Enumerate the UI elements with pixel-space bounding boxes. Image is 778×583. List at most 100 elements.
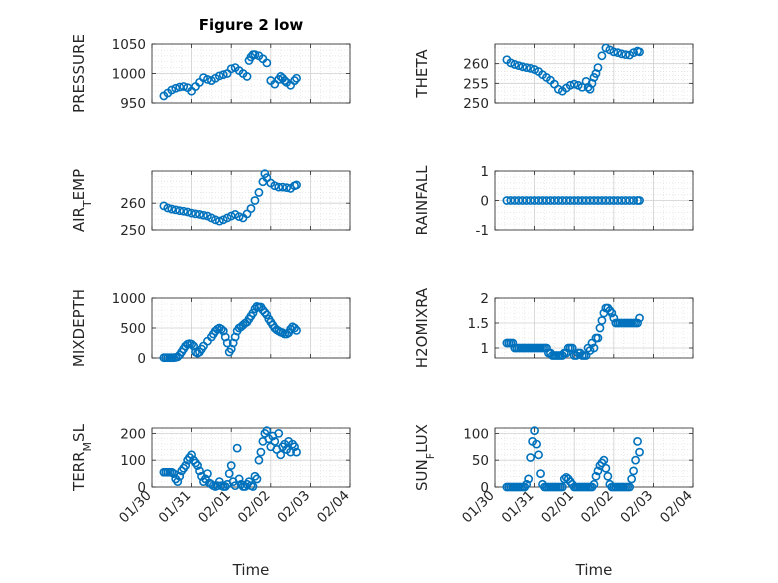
- data-series: [159, 169, 301, 226]
- y-tick-label: 1050: [112, 37, 146, 53]
- y-tick-label: 250: [120, 223, 146, 239]
- y-axis-label: MIXDEPTH: [70, 289, 88, 367]
- y-tick-label: 500: [120, 321, 146, 337]
- y-axis-label: AIRTEMP: [70, 169, 94, 232]
- data-point: [187, 450, 196, 460]
- data-point: [506, 58, 516, 68]
- data-series: [502, 303, 644, 360]
- data-point: [593, 63, 603, 72]
- data-point: [526, 453, 536, 462]
- axes-box: [151, 170, 351, 231]
- data-point: [175, 206, 185, 216]
- x-tick-label: 02/04: [314, 488, 353, 527]
- data-point: [522, 63, 532, 72]
- x-tick-label: 02/04: [657, 488, 696, 527]
- subplot-theta: 250 255 260 THETA: [413, 43, 694, 112]
- data-point: [163, 203, 173, 213]
- y-tick-label: 100: [120, 453, 146, 469]
- y-axis-label: H2OMIXRA: [413, 287, 431, 368]
- data-point: [629, 48, 638, 58]
- x-tick-label: 02/01: [195, 488, 234, 527]
- data-point: [276, 450, 286, 460]
- y-tick-label: 1.5: [468, 316, 489, 332]
- data-point: [191, 209, 200, 219]
- data-point: [292, 325, 301, 335]
- y-tick-label: 100: [463, 426, 489, 442]
- data-point: [603, 471, 613, 481]
- data-point: [613, 48, 623, 58]
- data-point: [173, 477, 183, 487]
- data-point: [222, 338, 232, 348]
- data-point: [290, 76, 299, 85]
- data-point: [256, 447, 266, 457]
- data-point: [530, 426, 539, 436]
- data-point: [234, 212, 244, 221]
- data-point: [203, 75, 212, 84]
- data-point: [635, 447, 644, 457]
- data-point: [635, 313, 644, 323]
- data-point: [183, 207, 193, 217]
- data-point: [597, 51, 607, 61]
- data-point: [510, 60, 520, 69]
- data-point: [167, 204, 177, 214]
- data-point: [514, 61, 524, 71]
- data-point: [262, 58, 272, 68]
- x-tick-label: 02/03: [274, 488, 313, 527]
- data-point: [234, 474, 244, 484]
- data-point: [569, 79, 579, 89]
- data-point: [631, 455, 640, 465]
- x-tick-label: 02/03: [617, 488, 656, 527]
- y-tick-label: -1: [476, 223, 489, 239]
- data-point: [250, 196, 260, 205]
- data-point: [290, 442, 299, 452]
- data-point: [599, 455, 609, 465]
- data-point: [607, 308, 617, 318]
- axes-box: [151, 427, 351, 488]
- data-point: [226, 64, 236, 74]
- subplot-sun-flux: 0 50 100 01/30 01/31 02/01 02/02 02/03 02/04 SUNF…: [413, 424, 696, 526]
- data-point: [248, 308, 258, 318]
- data-point: [522, 479, 532, 489]
- data-point: [246, 204, 256, 213]
- y-axis-label: THETA: [413, 49, 431, 99]
- data-point: [224, 469, 234, 478]
- x-axis-labels: Time Time: [232, 561, 613, 579]
- data-point: [524, 474, 534, 484]
- data-point: [252, 474, 262, 484]
- y-tick-label: 950: [120, 96, 146, 112]
- data-point: [280, 76, 290, 85]
- data-point: [214, 71, 224, 81]
- data-point: [534, 450, 543, 460]
- data-series: [159, 426, 301, 491]
- data-point: [203, 469, 212, 478]
- data-point: [270, 437, 280, 446]
- data-point: [629, 196, 638, 205]
- data-point: [627, 474, 637, 484]
- y-axis-label: PRESSURE: [70, 34, 88, 113]
- y-tick-label: 260: [463, 57, 489, 73]
- x-axis-label-left: Time: [232, 561, 270, 579]
- data-point: [187, 208, 196, 218]
- data-point: [536, 469, 545, 478]
- x-tick-label: 01/30: [459, 488, 498, 527]
- y-tick-label: 0: [480, 480, 489, 496]
- data-point: [629, 466, 638, 476]
- data-point: [635, 47, 644, 57]
- data-point: [621, 50, 631, 60]
- data-point: [589, 479, 599, 489]
- data-point: [181, 461, 191, 470]
- x-tick-label: 01/31: [156, 488, 195, 527]
- data-point: [292, 73, 301, 83]
- data-point: [216, 324, 226, 334]
- data-point: [625, 482, 635, 492]
- x-tick-label: 02/02: [578, 488, 617, 527]
- data-point: [282, 183, 292, 193]
- y-tick-label: 0: [480, 194, 489, 210]
- data-point: [635, 196, 644, 205]
- data-point: [270, 181, 280, 191]
- y-tick-label: 0: [137, 480, 146, 496]
- data-point: [220, 482, 230, 491]
- subplot-mixdepth: 0 500 1000 MIXDEPTH: [70, 289, 351, 367]
